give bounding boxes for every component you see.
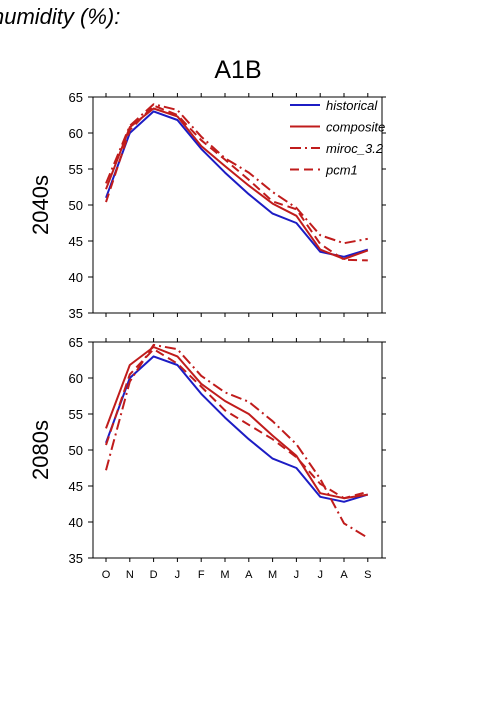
month-label: N <box>126 569 134 581</box>
month-label: O <box>102 569 111 581</box>
panel-1-ytick-label: 40 <box>69 270 83 285</box>
month-label: A <box>340 569 348 581</box>
month-label: M <box>268 569 277 581</box>
panel-1-series-composite <box>105 107 369 260</box>
panel-1-ytick-label: 50 <box>69 198 83 213</box>
panel-2-series-historical <box>105 355 369 503</box>
month-label: M <box>220 569 229 581</box>
panel-2-series-miroc-3-2 <box>105 343 369 539</box>
panel-2-ytick-label: 50 <box>69 443 83 458</box>
panel-2-frame <box>92 341 383 559</box>
panel-1-ytick-label: 35 <box>69 306 83 321</box>
legend-label: composite <box>326 120 385 135</box>
month-label: A <box>245 569 253 581</box>
month-label: J <box>294 569 300 581</box>
month-label: F <box>198 569 205 581</box>
panel-1-series-miroc-3-2 <box>105 103 368 245</box>
panel-2-series-composite <box>105 346 368 500</box>
panel-1-ytick-label: 45 <box>69 234 83 249</box>
figure-heading: humidity (%): <box>0 4 121 29</box>
panel-2-ytick-label: 65 <box>69 335 83 350</box>
panel-1-series-historical <box>105 110 369 258</box>
panel-1-ytick-label: 60 <box>69 126 83 141</box>
panel-1-series-pcm1 <box>105 104 368 262</box>
panel-2-ytick-label: 55 <box>69 407 83 422</box>
legend-label: miroc_3.2 <box>326 141 384 156</box>
panel-2-row-label: 2080s <box>28 420 53 480</box>
legend-label: pcm1 <box>325 163 358 178</box>
panel-2-ytick-label: 45 <box>69 479 83 494</box>
month-label: J <box>175 569 181 581</box>
panel-2-ytick-label: 35 <box>69 551 83 566</box>
panel-2-series-pcm1 <box>105 348 369 500</box>
panel-2-ytick-label: 40 <box>69 515 83 530</box>
month-label: D <box>150 569 158 581</box>
month-label: J <box>317 569 323 581</box>
panel-1-ytick-label: 55 <box>69 162 83 177</box>
chart-title: A1B <box>214 56 262 84</box>
panel-2-ytick-label: 60 <box>69 371 83 386</box>
month-label: S <box>364 569 371 581</box>
legend-label: historical <box>326 98 378 113</box>
panel-1-row-label: 2040s <box>28 175 53 235</box>
panel-1-ytick-label: 65 <box>69 90 83 105</box>
